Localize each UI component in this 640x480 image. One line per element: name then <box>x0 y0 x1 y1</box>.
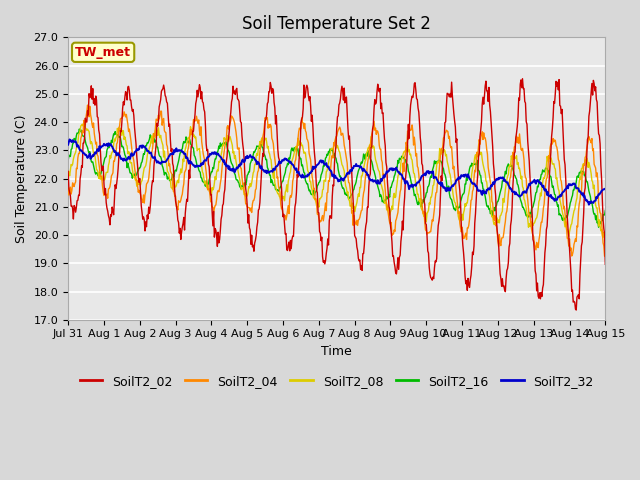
SoilT2_02 <box>572 307 580 313</box>
SoilT2_32 <box>64 142 72 147</box>
SoilT2_04 <box>553 144 561 150</box>
SoilT2_16 <box>206 174 214 180</box>
SoilT2_04 <box>206 192 214 197</box>
SoilT2_32 <box>585 202 593 207</box>
SoilT2_16 <box>76 126 83 132</box>
SoilT2_32 <box>435 180 442 185</box>
SoilT2_08 <box>81 117 88 123</box>
SoilT2_16 <box>553 200 561 205</box>
SoilT2_04 <box>329 155 337 161</box>
SoilT2_16 <box>329 149 337 155</box>
SoilT2_04 <box>435 179 442 185</box>
SoilT2_04 <box>381 187 389 193</box>
SoilT2_04 <box>601 253 609 259</box>
SoilT2_02 <box>205 164 213 169</box>
SoilT2_08 <box>435 160 442 166</box>
Text: TW_met: TW_met <box>75 46 131 59</box>
Line: SoilT2_16: SoilT2_16 <box>68 129 605 227</box>
SoilT2_32 <box>66 136 74 142</box>
SoilT2_02 <box>182 202 190 208</box>
SoilT2_02 <box>381 136 388 142</box>
SoilT2_02 <box>64 168 72 174</box>
SoilT2_02 <box>553 84 561 89</box>
X-axis label: Time: Time <box>321 345 352 358</box>
SoilT2_32 <box>329 173 337 179</box>
SoilT2_32 <box>183 155 191 160</box>
SoilT2_04 <box>84 102 92 108</box>
Line: SoilT2_32: SoilT2_32 <box>68 139 605 204</box>
SoilT2_08 <box>329 146 337 152</box>
SoilT2_16 <box>64 157 72 163</box>
SoilT2_32 <box>381 172 389 178</box>
Line: SoilT2_08: SoilT2_08 <box>68 120 605 237</box>
Line: SoilT2_04: SoilT2_04 <box>68 105 605 256</box>
SoilT2_16 <box>381 197 389 203</box>
SoilT2_04 <box>183 160 191 166</box>
SoilT2_04 <box>602 253 609 259</box>
SoilT2_02 <box>518 76 526 82</box>
Title: Soil Temperature Set 2: Soil Temperature Set 2 <box>243 15 431 33</box>
SoilT2_16 <box>595 224 602 230</box>
SoilT2_32 <box>553 197 561 203</box>
Line: SoilT2_02: SoilT2_02 <box>68 79 605 310</box>
SoilT2_04 <box>64 186 72 192</box>
SoilT2_02 <box>602 262 609 267</box>
Y-axis label: Soil Temperature (C): Soil Temperature (C) <box>15 114 28 243</box>
SoilT2_08 <box>599 234 607 240</box>
SoilT2_16 <box>435 158 442 164</box>
SoilT2_16 <box>183 135 191 141</box>
SoilT2_32 <box>602 186 609 192</box>
SoilT2_08 <box>553 175 561 180</box>
SoilT2_08 <box>206 190 214 195</box>
SoilT2_32 <box>206 151 214 157</box>
SoilT2_16 <box>602 207 609 213</box>
SoilT2_08 <box>602 229 609 235</box>
SoilT2_08 <box>381 200 389 205</box>
SoilT2_02 <box>328 193 336 199</box>
Legend: SoilT2_02, SoilT2_04, SoilT2_08, SoilT2_16, SoilT2_32: SoilT2_02, SoilT2_04, SoilT2_08, SoilT2_… <box>75 370 599 393</box>
SoilT2_08 <box>64 171 72 177</box>
SoilT2_02 <box>434 235 442 241</box>
SoilT2_08 <box>183 140 191 146</box>
